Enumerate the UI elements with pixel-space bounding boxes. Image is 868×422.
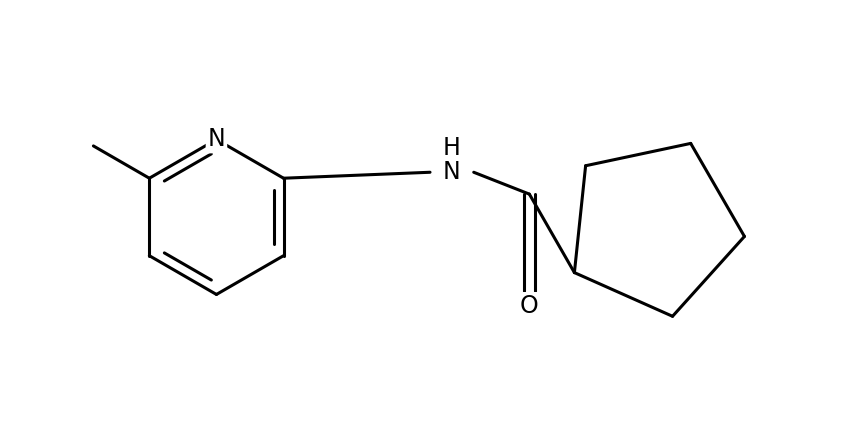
Text: N: N (443, 160, 461, 184)
Text: N: N (207, 127, 226, 151)
Text: H: H (443, 136, 461, 160)
Text: O: O (520, 295, 539, 318)
